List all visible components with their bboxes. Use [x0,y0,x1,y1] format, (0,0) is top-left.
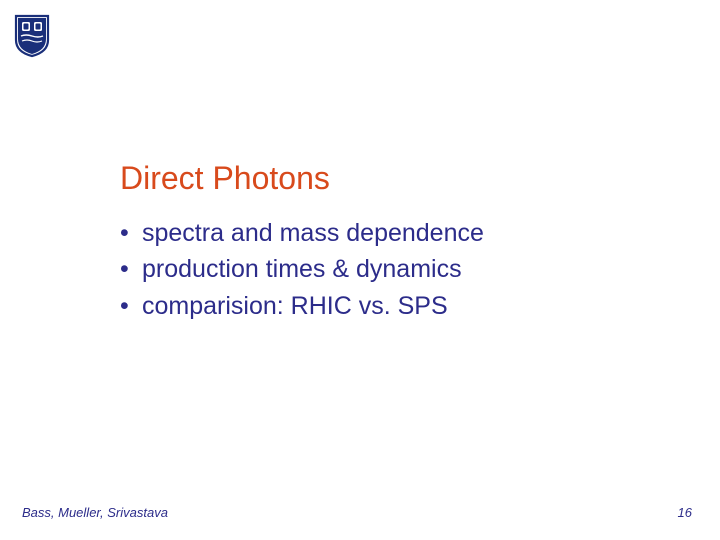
footer-page-number: 16 [678,505,692,520]
bullet-item: spectra and mass dependence [120,215,660,251]
slide-title: Direct Photons [120,160,660,197]
slide-content: Direct Photons spectra and mass dependen… [120,160,660,324]
bullet-item: production times & dynamics [120,251,660,287]
bullet-item: comparision: RHIC vs. SPS [120,288,660,324]
bullet-list: spectra and mass dependence production t… [120,215,660,324]
footer-authors: Bass, Mueller, Srivastava [22,505,168,520]
university-shield-logo [14,14,50,58]
